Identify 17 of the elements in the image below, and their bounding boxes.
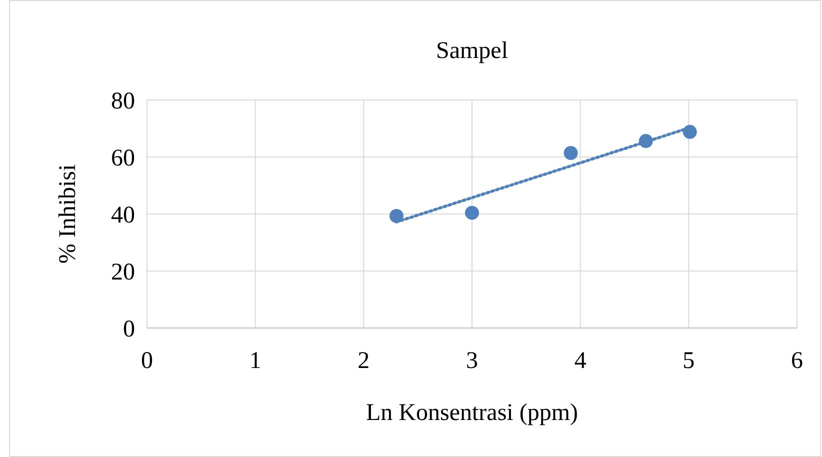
point [465,206,479,220]
y-tick-label: 60 [111,145,135,172]
y-axis-title: % Inhibisi [55,164,81,264]
y-tick-label: 20 [111,259,135,286]
y-tick-label: 40 [111,202,135,228]
y-tick-label: 80 [111,88,135,114]
point [564,146,578,160]
x-tick-label: 2 [358,348,370,374]
x-axis-title: Ln Konsentrasi (ppm) [366,400,578,426]
chart-title: Sampel [436,38,508,64]
x-tick-label: 4 [574,348,586,374]
x-tick-label: 1 [249,348,262,374]
x-tick-label: 5 [682,348,695,374]
x-tick-label: 0 [141,348,153,374]
x-tick-label: 3 [466,348,478,374]
y-tick-label: 0 [123,316,135,342]
x-tick-label: 6 [791,348,803,374]
